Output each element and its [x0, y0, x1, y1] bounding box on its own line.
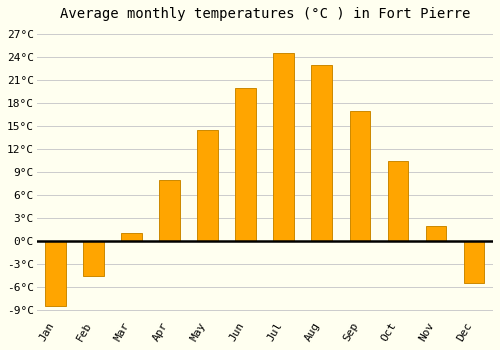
Bar [388, 161, 408, 241]
Bar [160, 180, 180, 241]
Bar [198, 130, 218, 241]
Bar [426, 226, 446, 241]
Bar [122, 233, 142, 241]
Bar [236, 88, 256, 241]
Bar [46, 241, 66, 306]
Title: Average monthly temperatures (°C ) in Fort Pierre: Average monthly temperatures (°C ) in Fo… [60, 7, 470, 21]
Bar [350, 111, 370, 241]
Bar [274, 53, 294, 241]
Bar [464, 241, 484, 283]
Bar [312, 65, 332, 241]
Bar [84, 241, 104, 275]
